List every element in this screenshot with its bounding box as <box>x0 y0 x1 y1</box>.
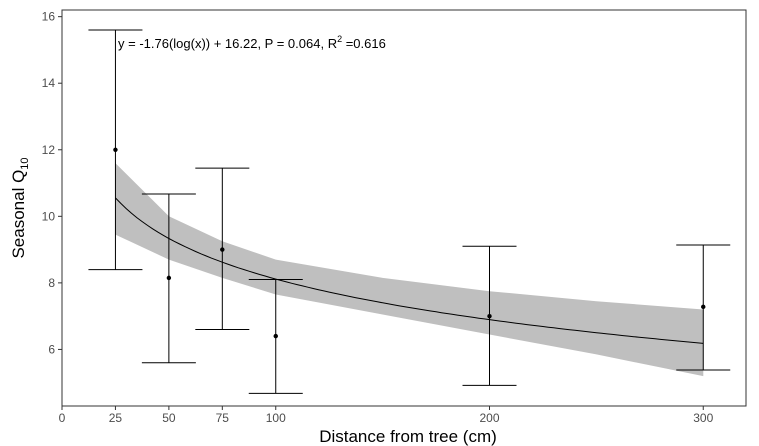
data-point <box>487 313 492 319</box>
y-axis-title: Seasonal Q10 <box>9 157 31 258</box>
y-axis-title-main: Seasonal Q <box>9 170 28 259</box>
fit-layer <box>115 197 704 344</box>
y-tick-label: 6 <box>48 342 55 356</box>
plot-border <box>61 9 747 407</box>
y-tick-label: 8 <box>48 276 55 290</box>
x-tick-label: 50 <box>162 411 176 425</box>
x-tick-label: 25 <box>109 411 123 425</box>
regression-annotation: y = -1.76(log(x)) + 16.22, P = 0.064, R2… <box>118 34 386 51</box>
y-axis: 6 8 10 12 14 16 <box>42 10 62 356</box>
y-tick-label: 16 <box>42 10 56 24</box>
fit-line <box>115 197 704 344</box>
x-tick-label: 300 <box>693 411 713 425</box>
annotation-main: y = -1.76(log(x)) + 16.22, P = 0.064, R <box>118 36 337 51</box>
annotation-sup: 2 <box>337 34 342 44</box>
y-axis-title-sub: 10 <box>19 157 31 169</box>
x-tick-label: 0 <box>59 411 66 425</box>
y-tick-label: 10 <box>42 209 56 223</box>
data-point <box>113 147 118 152</box>
data-point <box>273 333 278 339</box>
data-point <box>220 247 225 252</box>
ribbon-layer <box>115 163 704 377</box>
confidence-ribbon <box>115 163 704 377</box>
y-tick-label: 12 <box>42 143 56 157</box>
y-tick-label: 14 <box>42 76 56 90</box>
x-tick-label: 75 <box>216 411 230 425</box>
point-layer <box>113 147 706 339</box>
data-point <box>701 304 706 310</box>
annotation-tail: =0.616 <box>342 36 386 51</box>
x-axis: 0 25 50 75 100 200 300 <box>59 406 714 425</box>
x-axis-title: Distance from tree (cm) <box>319 427 497 446</box>
data-point <box>166 275 172 281</box>
x-tick-label: 200 <box>479 411 499 425</box>
x-tick-label: 100 <box>266 411 286 425</box>
